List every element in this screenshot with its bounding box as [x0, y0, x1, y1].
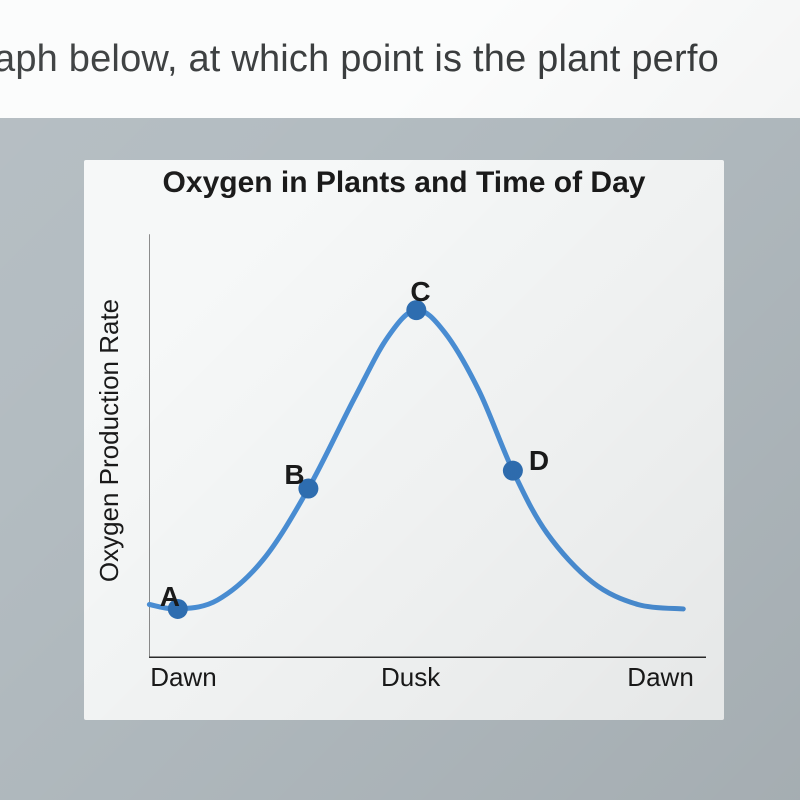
- point-label-a: A: [160, 581, 180, 613]
- point-label-c: C: [410, 276, 430, 308]
- chart-point-labels: A B C D: [138, 212, 706, 658]
- chart-card: Oxygen in Plants and Time of Day Oxygen …: [84, 160, 724, 720]
- x-axis-labels: Dawn Dusk Dawn: [138, 662, 706, 702]
- question-band: aph below, at which point is the plant p…: [0, 0, 800, 118]
- x-tick-label: Dusk: [381, 662, 440, 693]
- chart-plot-area: A B C D: [138, 212, 706, 658]
- question-text: aph below, at which point is the plant p…: [0, 38, 719, 81]
- y-axis-label-text: Oxygen Production Rate: [95, 298, 126, 581]
- point-label-b: B: [284, 459, 304, 491]
- point-label-d: D: [529, 445, 549, 477]
- x-tick-label: Dawn: [150, 662, 216, 693]
- chart-title: Oxygen in Plants and Time of Day: [84, 166, 724, 200]
- y-axis-label: Oxygen Production Rate: [90, 160, 130, 720]
- x-tick-label: Dawn: [627, 662, 693, 693]
